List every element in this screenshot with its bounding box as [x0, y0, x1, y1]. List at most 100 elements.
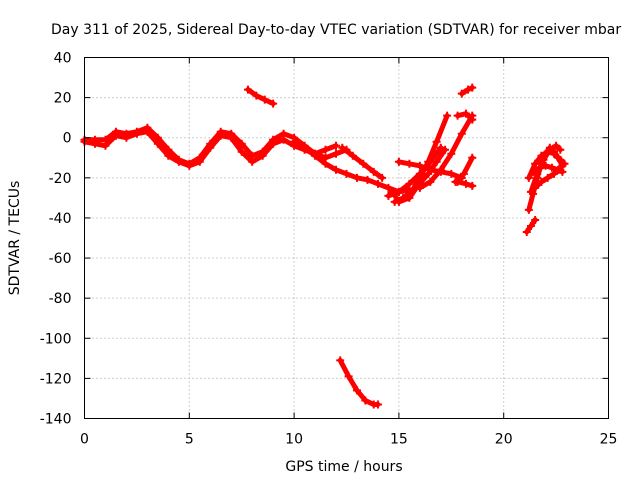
data-point [539, 155, 548, 164]
data-point [388, 187, 397, 196]
data-point [164, 145, 173, 154]
data-point [352, 386, 361, 395]
data-point [348, 151, 357, 160]
data-point [447, 169, 456, 178]
data-point [363, 175, 372, 184]
data-point [537, 177, 546, 186]
data-point [195, 153, 204, 162]
data-point [143, 123, 152, 132]
data-point [378, 173, 387, 182]
data-point [258, 147, 267, 156]
x-tick-labels: 0 5 10 15 20 25 [80, 432, 617, 448]
data-point [269, 99, 278, 108]
data-point [556, 155, 565, 164]
data-point [457, 173, 466, 182]
data-point [185, 159, 194, 168]
data-point [443, 111, 452, 120]
data-point [426, 177, 435, 186]
data-point [531, 159, 540, 168]
data-point [321, 145, 330, 154]
y-tick-label: -100 [40, 331, 72, 347]
data-point [332, 149, 341, 158]
y-axis-label: SDTVAR / TECUs [7, 181, 23, 296]
data-point [468, 153, 477, 162]
data-point [279, 129, 288, 138]
chart-title: Day 311 of 2025, Sidereal Day-to-day VTE… [51, 22, 621, 38]
data-point [359, 159, 368, 168]
data-point [394, 197, 403, 206]
plot-frame [84, 57, 609, 419]
data-point [332, 141, 341, 150]
data-point [260, 95, 269, 104]
data-point [321, 159, 330, 168]
y-tick-label: -80 [49, 291, 72, 307]
data-point [384, 183, 393, 192]
data-point [361, 396, 370, 405]
y-tick-label: 40 [54, 51, 72, 67]
series-line-track-o [337, 357, 381, 407]
data-point [533, 169, 542, 178]
data-point [153, 133, 162, 142]
data-point [461, 109, 470, 118]
data-point [464, 85, 473, 94]
data-point [132, 127, 141, 136]
data-point [405, 179, 414, 188]
y-tick-label: 0 [63, 131, 72, 147]
data-point [290, 137, 299, 146]
data-point [453, 111, 462, 120]
data-point [227, 129, 236, 138]
data-point [522, 227, 531, 236]
x-tick-label: 15 [390, 432, 408, 448]
y-tick-label: -20 [49, 171, 72, 187]
data-point [560, 159, 569, 168]
data-point [405, 193, 414, 202]
data-point [457, 129, 466, 138]
data-point [457, 89, 466, 98]
data-markers [80, 83, 569, 409]
x-tick-label: 10 [285, 432, 303, 448]
data-point [342, 145, 351, 154]
data-point [338, 143, 347, 152]
grid-lines [84, 57, 609, 419]
data-point [535, 163, 544, 172]
data-point [468, 115, 477, 124]
data-point [269, 135, 278, 144]
x-tick-label: 20 [495, 432, 513, 448]
data-point [426, 165, 435, 174]
data-point [216, 127, 225, 136]
data-point [111, 127, 120, 136]
y-tick-label: -40 [49, 211, 72, 227]
data-point [529, 167, 538, 176]
x-tick-label: 0 [80, 432, 89, 448]
data-point [447, 149, 456, 158]
data-point [90, 135, 99, 144]
data-point [369, 167, 378, 176]
data-point [459, 169, 468, 178]
y-tick-label: -120 [40, 371, 72, 387]
data-point [432, 157, 441, 166]
axis-ticks [84, 57, 609, 419]
data-point [415, 169, 424, 178]
data-point [543, 173, 552, 182]
data-point [550, 149, 559, 158]
data-point [541, 161, 550, 170]
data-point [531, 215, 540, 224]
data-traces [82, 85, 567, 407]
data-point [384, 191, 393, 200]
data-point [441, 145, 450, 154]
data-point [526, 187, 535, 196]
data-point [537, 151, 546, 160]
data-point [174, 155, 183, 164]
data-point [453, 177, 462, 186]
data-point [526, 221, 535, 230]
data-point [332, 165, 341, 174]
data-point [311, 151, 320, 160]
data-point [237, 139, 246, 148]
data-point [252, 91, 261, 100]
data-point [432, 137, 441, 146]
data-point [531, 183, 540, 192]
data-point [248, 151, 257, 160]
data-point [524, 173, 533, 182]
y-tick-labels: 40 20 0 -20 -40 -60 -80 -100 -120 -140 [40, 51, 72, 428]
